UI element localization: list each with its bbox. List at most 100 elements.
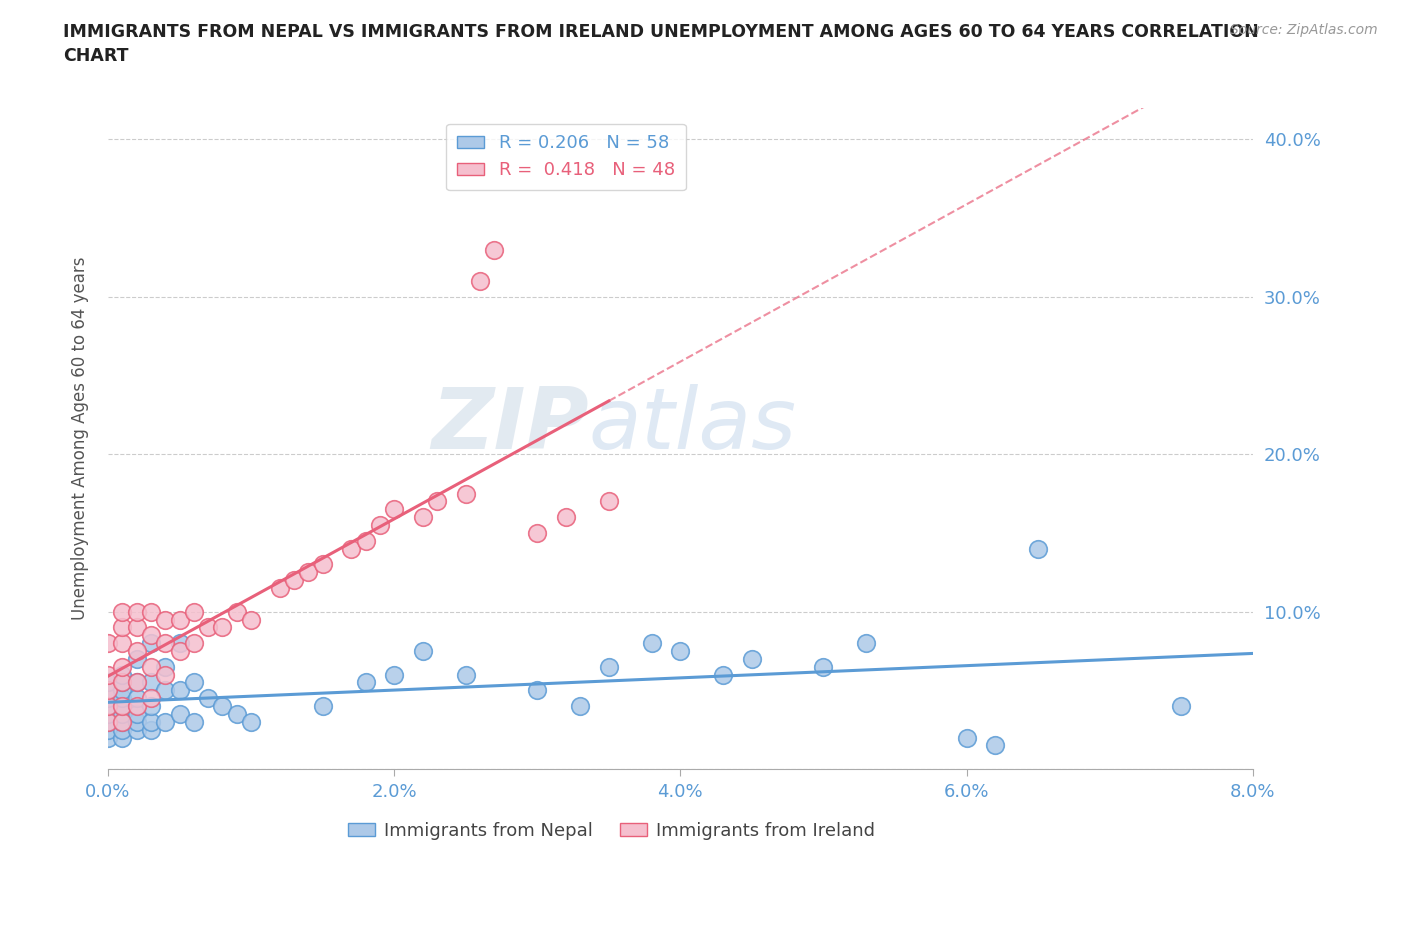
Point xyxy=(955,730,977,745)
Point xyxy=(225,707,247,722)
Point xyxy=(454,486,477,501)
Point xyxy=(426,494,449,509)
Point xyxy=(598,659,620,674)
Point xyxy=(125,714,148,729)
Point xyxy=(125,620,148,635)
Point xyxy=(139,675,162,690)
Point xyxy=(1026,541,1049,556)
Point xyxy=(111,675,134,690)
Point xyxy=(139,659,162,674)
Point xyxy=(111,730,134,745)
Point xyxy=(111,698,134,713)
Point xyxy=(741,651,763,666)
Point xyxy=(97,683,120,698)
Point xyxy=(125,604,148,619)
Point xyxy=(269,580,291,595)
Point xyxy=(139,723,162,737)
Point xyxy=(139,628,162,643)
Point xyxy=(125,723,148,737)
Point xyxy=(97,698,120,713)
Point xyxy=(111,714,134,729)
Point xyxy=(125,691,148,706)
Point xyxy=(97,636,120,651)
Point xyxy=(139,691,162,706)
Point xyxy=(111,604,134,619)
Point xyxy=(111,714,134,729)
Point xyxy=(225,604,247,619)
Point xyxy=(155,667,177,682)
Point xyxy=(155,683,177,698)
Point xyxy=(169,707,191,722)
Point xyxy=(468,273,491,288)
Point xyxy=(598,494,620,509)
Point xyxy=(412,510,434,525)
Point xyxy=(97,707,120,722)
Point xyxy=(155,636,177,651)
Point xyxy=(183,604,205,619)
Point xyxy=(125,698,148,713)
Point xyxy=(111,667,134,682)
Point xyxy=(641,636,664,651)
Point xyxy=(97,698,120,713)
Point xyxy=(125,675,148,690)
Point xyxy=(454,667,477,682)
Point xyxy=(155,714,177,729)
Text: ZIP: ZIP xyxy=(432,384,589,467)
Point xyxy=(354,675,377,690)
Point xyxy=(97,691,120,706)
Point xyxy=(125,644,148,658)
Point xyxy=(368,518,391,533)
Point xyxy=(183,675,205,690)
Point xyxy=(240,714,263,729)
Point xyxy=(111,698,134,713)
Point xyxy=(382,667,405,682)
Point xyxy=(125,675,148,690)
Point xyxy=(855,636,877,651)
Point xyxy=(111,620,134,635)
Point xyxy=(155,659,177,674)
Point xyxy=(211,698,233,713)
Point xyxy=(97,675,120,690)
Point xyxy=(111,675,134,690)
Point xyxy=(111,723,134,737)
Point xyxy=(197,691,219,706)
Point xyxy=(569,698,592,713)
Point xyxy=(211,620,233,635)
Legend: Immigrants from Nepal, Immigrants from Ireland: Immigrants from Nepal, Immigrants from I… xyxy=(340,815,883,847)
Point xyxy=(139,604,162,619)
Point xyxy=(97,714,120,729)
Point xyxy=(984,738,1007,753)
Point xyxy=(283,573,305,588)
Point xyxy=(240,612,263,627)
Point xyxy=(111,691,134,706)
Point xyxy=(169,644,191,658)
Point xyxy=(111,659,134,674)
Point xyxy=(169,683,191,698)
Point xyxy=(97,730,120,745)
Point xyxy=(311,698,333,713)
Point xyxy=(97,714,120,729)
Point xyxy=(125,707,148,722)
Point xyxy=(412,644,434,658)
Point xyxy=(813,659,835,674)
Point xyxy=(183,714,205,729)
Point xyxy=(169,636,191,651)
Point xyxy=(297,565,319,579)
Point xyxy=(111,683,134,698)
Point xyxy=(97,683,120,698)
Point xyxy=(311,557,333,572)
Point xyxy=(382,502,405,517)
Point xyxy=(111,636,134,651)
Y-axis label: Unemployment Among Ages 60 to 64 years: Unemployment Among Ages 60 to 64 years xyxy=(72,257,89,620)
Point xyxy=(183,636,205,651)
Point xyxy=(97,667,120,682)
Point xyxy=(111,707,134,722)
Point xyxy=(484,242,506,257)
Point xyxy=(155,612,177,627)
Point xyxy=(711,667,734,682)
Point xyxy=(139,714,162,729)
Point xyxy=(197,620,219,635)
Point xyxy=(554,510,576,525)
Point xyxy=(125,651,148,666)
Point xyxy=(669,644,692,658)
